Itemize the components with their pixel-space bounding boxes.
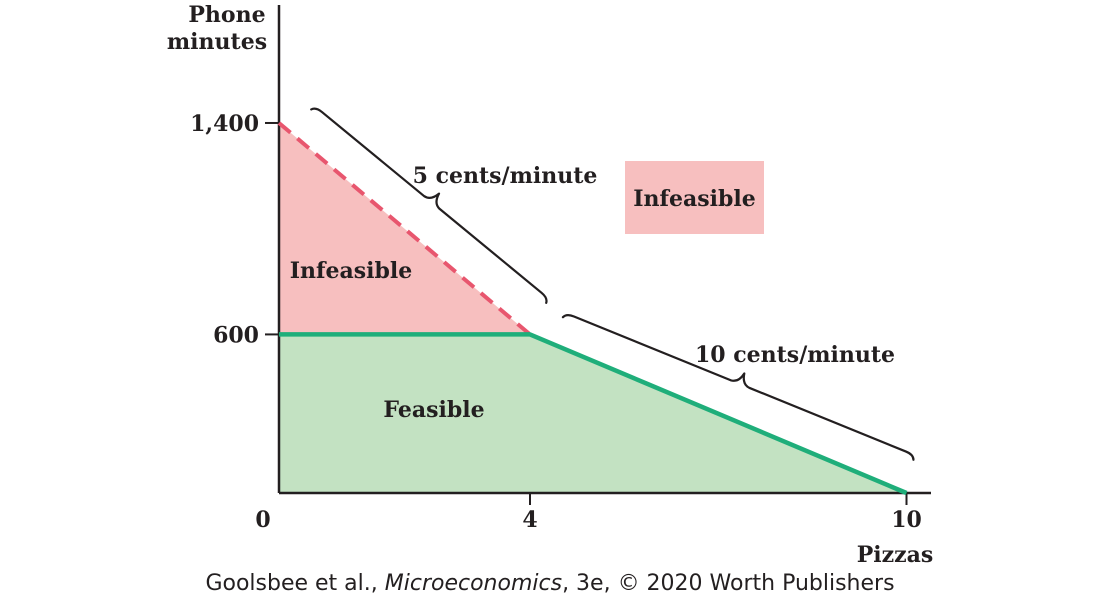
dashed-budget-line (277, 121, 532, 336)
infeasible-legend-box (625, 161, 764, 234)
x-tick-label: 10 (891, 507, 922, 533)
infeasible-legend-label: Infeasible (633, 186, 755, 212)
axis-ticks: 600 1,400 0 4 10 (190, 111, 922, 533)
feasible-region (279, 334, 907, 493)
budget-constraint-line (279, 332, 908, 496)
credit-edition: , 3e, © 2020 Worth Publishers (562, 571, 895, 596)
x-tick-label: 4 (522, 507, 537, 533)
y-tick-label: 600 (213, 322, 259, 348)
infeasible-triangle-label: Infeasible (290, 258, 412, 284)
brace-10-cents (561, 314, 915, 461)
y-tick-label: 1,400 (190, 111, 259, 137)
source-credit: Goolsbee et al., Microeconomics, 3e, © 2… (0, 569, 1100, 599)
y-axis-label-line2: minutes (167, 29, 267, 55)
feasible-label: Feasible (383, 397, 484, 423)
annotation-10-cents: 10 cents/minute (695, 342, 895, 368)
y-axis-label-line1: Phone (188, 2, 265, 28)
x-axis-label: Pizzas (857, 542, 934, 568)
credit-book-title: Microeconomics (384, 571, 563, 596)
brace-5-cents (310, 107, 548, 304)
credit-authors: Goolsbee et al., (205, 571, 385, 596)
annotation-5-cents: 5 cents/minute (413, 163, 598, 189)
infeasible-region (279, 122, 530, 335)
x-tick-label: 0 (255, 507, 270, 533)
